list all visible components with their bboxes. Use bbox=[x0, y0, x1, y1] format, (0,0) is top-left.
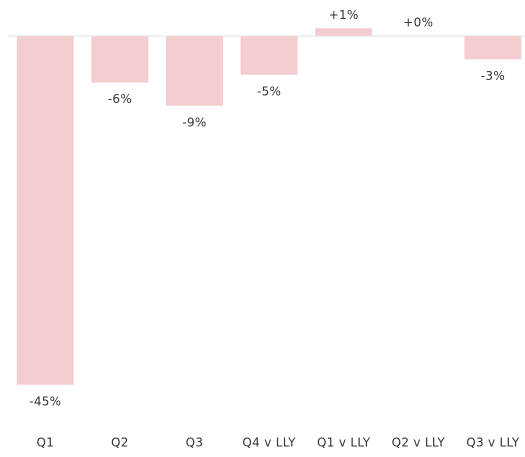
value-label: -3% bbox=[481, 69, 505, 83]
bar bbox=[91, 36, 149, 83]
value-label: -9% bbox=[182, 115, 206, 129]
value-label: -6% bbox=[108, 92, 132, 106]
bar bbox=[464, 36, 522, 60]
x-tick-label: Q3 v LLY bbox=[466, 436, 520, 450]
value-label: +1% bbox=[329, 8, 359, 22]
x-tick-label: Q2 bbox=[111, 436, 129, 450]
bar bbox=[315, 28, 373, 36]
x-tick-label: Q3 bbox=[186, 436, 204, 450]
x-tick-label: Q4 v LLY bbox=[242, 436, 296, 450]
value-label: +0% bbox=[403, 16, 433, 30]
bar bbox=[240, 36, 298, 75]
value-label: -45% bbox=[29, 394, 61, 408]
bar bbox=[166, 36, 223, 106]
x-tick-label: Q1 v LLY bbox=[317, 436, 371, 450]
bar bbox=[16, 36, 74, 385]
value-label: -5% bbox=[257, 84, 281, 98]
x-tick-label: Q1 bbox=[36, 436, 54, 450]
x-tick-label: Q2 v LLY bbox=[392, 436, 446, 450]
